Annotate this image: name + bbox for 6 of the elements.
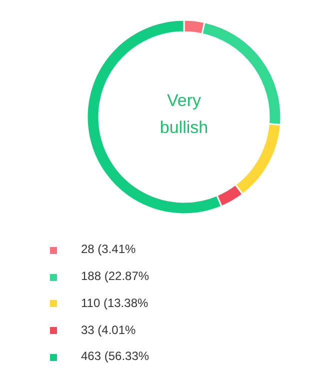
text: Very bullish [158, 90, 210, 139]
legend-label: 33 (4.01% [81, 322, 136, 337]
legend-label: 110 (13.38% [81, 296, 148, 310]
legend-label: 463 (56.33% [81, 349, 150, 364]
legend-label: 188 (22.87% [81, 269, 150, 284]
legend-label: 28 (3.41% [81, 242, 136, 256]
